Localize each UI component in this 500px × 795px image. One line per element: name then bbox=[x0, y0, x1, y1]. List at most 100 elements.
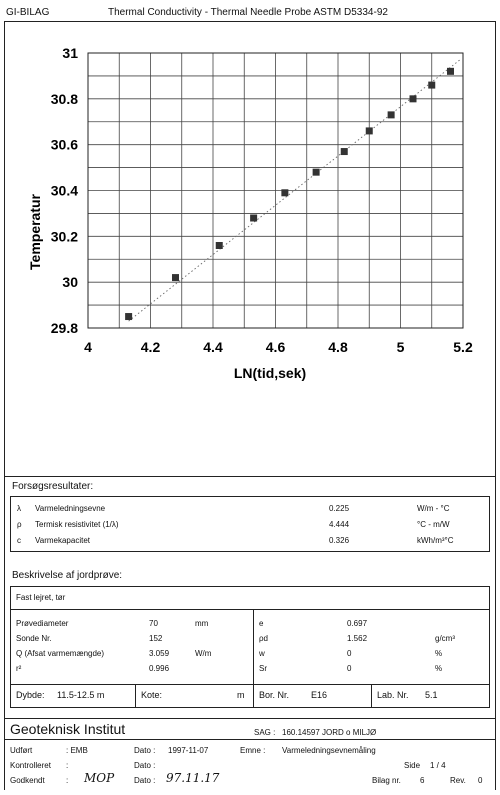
results-label: Varmekapacitet bbox=[35, 536, 90, 545]
udfort-value: : EMB bbox=[66, 746, 88, 755]
x-tick-label: 5 bbox=[397, 339, 405, 355]
side-value: 1 / 4 bbox=[430, 761, 446, 770]
sample-right-value: 0.697 bbox=[347, 619, 368, 628]
chart-grid bbox=[88, 53, 463, 328]
sample-left-label: Sonde Nr. bbox=[16, 634, 52, 643]
godkendt-value: : bbox=[66, 776, 69, 785]
dato-label: Dato : bbox=[134, 761, 156, 770]
institute-name: Geoteknisk Institut bbox=[10, 721, 126, 737]
sample-right-label: w bbox=[259, 649, 265, 658]
kontrolleret-label: Kontrolleret bbox=[10, 761, 51, 770]
rev-label: Rev. bbox=[450, 776, 466, 785]
sample-right-value: 0 bbox=[347, 664, 352, 673]
x-tick-label: 5.2 bbox=[453, 339, 473, 355]
results-heading: Forsøgsresultater: bbox=[12, 481, 94, 492]
data-point bbox=[125, 313, 133, 321]
results-symbol: ρ bbox=[17, 520, 22, 529]
bor-label: Bor. Nr. bbox=[259, 690, 290, 700]
left-border bbox=[4, 21, 5, 790]
results-symbol: λ bbox=[17, 504, 21, 513]
emne-value: Varmeledningsevnemåling bbox=[282, 746, 376, 755]
rev-value: 0 bbox=[478, 776, 483, 785]
sample-left-value: 3.059 bbox=[149, 649, 170, 658]
godkendt-label: Godkendt bbox=[10, 776, 45, 785]
x-tick-label: 4 bbox=[84, 339, 92, 355]
lab-value: 5.1 bbox=[425, 690, 438, 700]
y-axis-label: Temperatur bbox=[27, 193, 43, 270]
results-unit: W/m - °C bbox=[417, 504, 450, 513]
y-tick-label: 30.6 bbox=[51, 137, 78, 153]
results-unit: °C - m/W bbox=[417, 520, 450, 529]
bilag-value: 6 bbox=[420, 776, 425, 785]
emne-label: Emne : bbox=[240, 746, 266, 755]
scatter-chart: 4 4.2 4.4 4.6 4.8 5 5.2 29.8 30 30.2 30.4 30.6 30.8… bbox=[27, 45, 473, 381]
company-name: GI-BILAG bbox=[6, 7, 50, 18]
x-tick-label: 4.8 bbox=[328, 339, 348, 355]
sample-left-value: 152 bbox=[149, 634, 163, 643]
results-table: λ Varmeledningsevne 0.225 W/m - °C ρ Ter… bbox=[10, 496, 490, 552]
sample-description: Fast lejret, tør bbox=[16, 593, 66, 602]
results-value: 0.326 bbox=[329, 536, 350, 545]
sample-left-value: 0.996 bbox=[149, 664, 170, 673]
results-symbol: c bbox=[17, 536, 21, 545]
x-axis-label: LN(tid,sek) bbox=[234, 365, 306, 381]
data-point bbox=[365, 127, 373, 135]
sample-left-label: Q (Afsat varmemængde) bbox=[16, 649, 105, 658]
y-tick-label: 30.2 bbox=[51, 228, 78, 244]
sample-right-value: 0 bbox=[347, 649, 352, 658]
results-label: Termisk resistivitet (1/λ) bbox=[35, 520, 119, 529]
y-tick-labels: 29.8 30 30.2 30.4 30.6 30.8 31 bbox=[51, 45, 78, 336]
data-point bbox=[340, 148, 348, 156]
results-value: 0.225 bbox=[329, 504, 350, 513]
results-unit: kWh/m³°C bbox=[417, 536, 454, 545]
right-border bbox=[495, 21, 496, 790]
sample-right-label: ρd bbox=[259, 634, 268, 643]
sample-heading: Beskrivelse af jordprøve: bbox=[12, 570, 123, 581]
plot-area bbox=[87, 52, 464, 329]
header-divider bbox=[4, 21, 495, 22]
x-tick-labels: 4 4.2 4.4 4.6 4.8 5 5.2 bbox=[84, 339, 473, 355]
y-tick-label: 30 bbox=[62, 274, 78, 290]
data-point bbox=[215, 242, 223, 249]
y-tick-label: 29.8 bbox=[51, 320, 78, 336]
sample-left-label: r² bbox=[16, 664, 22, 673]
sample-right-label: e bbox=[259, 619, 264, 628]
sample-left-unit: W/m bbox=[195, 649, 212, 658]
godkendt-signature: MOP bbox=[84, 771, 115, 785]
sample-right-unit: % bbox=[435, 649, 443, 658]
kote-unit: m bbox=[237, 690, 245, 700]
dybde-value: 11.5-12.5 m bbox=[57, 690, 105, 700]
results-label: Varmeledningsevne bbox=[35, 504, 106, 513]
sample-right-unit: g/cm³ bbox=[435, 634, 455, 643]
results-top-divider bbox=[4, 476, 495, 477]
results-value: 4.444 bbox=[329, 520, 350, 529]
dato-label: Dato : bbox=[134, 746, 156, 755]
sample-left-label: Prøvediameter bbox=[16, 619, 69, 628]
y-tick-label: 30.4 bbox=[51, 183, 78, 199]
sample-right-value: 1.562 bbox=[347, 634, 368, 643]
data-point bbox=[409, 95, 417, 103]
x-tick-label: 4.4 bbox=[203, 339, 223, 355]
kote-label: Kote: bbox=[141, 690, 163, 700]
dato-handwritten: 97.11.17 bbox=[166, 771, 220, 785]
x-tick-label: 4.6 bbox=[266, 339, 286, 355]
data-point bbox=[447, 67, 454, 75]
data-point bbox=[387, 111, 395, 119]
udfort-label: Udført bbox=[10, 746, 33, 755]
sample-table: Fast lejret, tør Prøvediameter 70 mm Son… bbox=[10, 586, 490, 708]
data-point bbox=[250, 214, 258, 222]
bilag-label: Bilag nr. bbox=[372, 776, 401, 785]
x-tick-label: 4.2 bbox=[141, 339, 161, 355]
dybde-label: Dybde: bbox=[16, 690, 45, 700]
data-point bbox=[281, 189, 289, 197]
side-label: Side bbox=[404, 761, 421, 770]
sample-left-value: 70 bbox=[149, 619, 158, 628]
sample-left-unit: mm bbox=[195, 619, 209, 628]
sag-value: 160.14597 JORD o MILJØ bbox=[282, 728, 377, 737]
lab-label: Lab. Nr. bbox=[377, 690, 409, 700]
data-point bbox=[312, 168, 320, 176]
sag-label: SAG : bbox=[254, 728, 276, 737]
sample-right-label: Sr bbox=[259, 664, 267, 673]
bor-value: E16 bbox=[311, 690, 328, 700]
sample-right-unit: % bbox=[435, 664, 443, 673]
